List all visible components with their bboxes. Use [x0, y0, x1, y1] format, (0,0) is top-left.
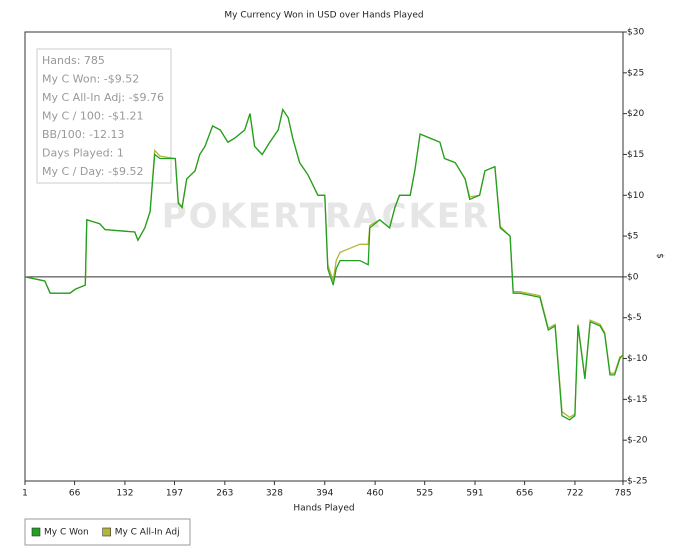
- y-tick-label: $0: [627, 272, 639, 282]
- stat-line: My C All-In Adj: -$9.76: [42, 91, 164, 104]
- y-tick-label: $5: [627, 232, 638, 242]
- x-tick-label: 1: [22, 489, 28, 499]
- series-line: [24, 107, 624, 421]
- y-tick-label: $30: [627, 28, 644, 38]
- x-tick-label: 656: [516, 489, 533, 499]
- x-tick-label: 328: [266, 489, 283, 499]
- plot-frame: [24, 31, 624, 482]
- x-tick-label: 785: [614, 489, 631, 499]
- x-tick-label: 722: [566, 489, 583, 499]
- y-tick-label: $-20: [627, 436, 648, 446]
- stat-line: Days Played: 1: [42, 147, 124, 160]
- x-tick-label: 591: [466, 489, 483, 499]
- y-tick-label: $-5: [627, 313, 642, 323]
- stat-line: Hands: 785: [42, 54, 105, 67]
- x-axis-label: Hands Played: [293, 504, 354, 514]
- x-tick-label: 263: [216, 489, 233, 499]
- legend-swatch: [31, 527, 41, 537]
- x-tick-label: 132: [116, 489, 133, 499]
- x-tick-label: 460: [367, 489, 384, 499]
- legend-swatch: [102, 527, 111, 537]
- y-tick-label: $-15: [627, 395, 647, 405]
- legend-label: My C Won: [44, 528, 89, 538]
- stats-box: [36, 48, 172, 184]
- y-tick-label: $15: [627, 150, 644, 160]
- x-tick-label: 197: [166, 489, 183, 499]
- legend-label: My C All-In Adj: [115, 528, 180, 538]
- x-tick-label: 525: [416, 489, 433, 499]
- y-tick-label: $10: [627, 191, 644, 201]
- stat-line: My C Won: -$9.52: [42, 73, 139, 86]
- stat-line: My C / 100: -$1.21: [42, 110, 144, 123]
- stat-line: My C / Day: -$9.52: [42, 165, 143, 178]
- y-tick-label: $20: [627, 109, 644, 119]
- chart-title: My Currency Won in USD over Hands Played: [224, 11, 423, 21]
- x-tick-label: 394: [316, 489, 333, 499]
- y-tick-label: $-10: [627, 354, 648, 364]
- y-tick-label: $25: [627, 68, 644, 78]
- x-tick-label: 66: [69, 489, 81, 499]
- y-tick-label: $-25: [627, 477, 647, 487]
- stat-line: BB/100: -12.13: [42, 128, 124, 141]
- y-axis-label: $: [655, 253, 665, 259]
